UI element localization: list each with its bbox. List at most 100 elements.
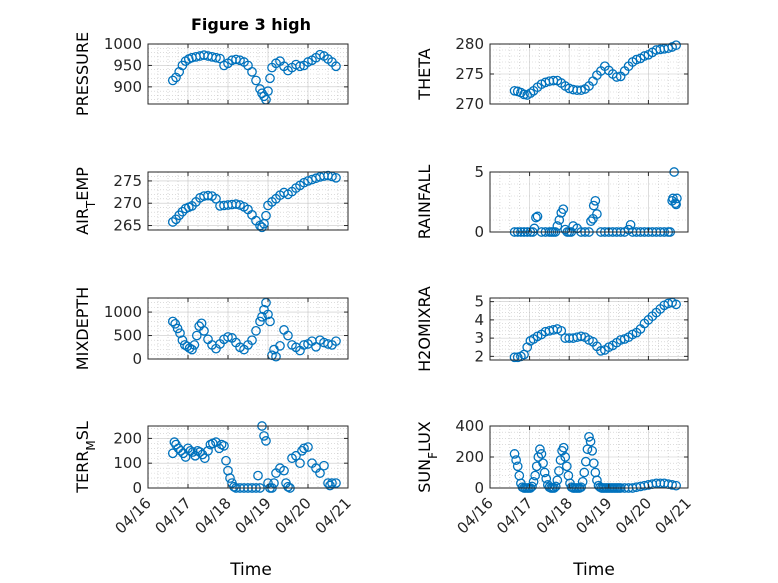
data-point <box>187 344 197 355</box>
data-point <box>588 458 599 469</box>
axes-box <box>147 425 349 489</box>
y-tick-label: 280 <box>455 35 484 53</box>
data-point <box>203 445 213 456</box>
data-point <box>512 461 523 472</box>
data-point <box>668 193 678 204</box>
data-point <box>588 200 599 211</box>
data-point <box>257 311 267 322</box>
data-point <box>587 445 598 456</box>
data-series <box>167 421 341 493</box>
axes-box <box>489 297 689 361</box>
data-point <box>253 470 263 481</box>
data-point <box>251 75 261 86</box>
y-tick-label: 0 <box>132 479 142 497</box>
y-tick-label: 275 <box>113 172 142 190</box>
data-point <box>261 436 271 446</box>
data-point <box>536 449 547 459</box>
data-point <box>173 443 184 454</box>
data-point <box>331 478 341 488</box>
data-point <box>283 330 293 341</box>
data-point <box>560 452 571 462</box>
y-tick-label: 1000 <box>104 35 142 53</box>
axes-box <box>147 171 349 231</box>
data-point <box>535 444 545 455</box>
data-series <box>167 297 341 362</box>
y-tick-label: 4 <box>474 311 484 329</box>
y-tick-label: 265 <box>113 217 142 235</box>
data-point <box>303 442 313 452</box>
y-axis-label: PRESSURE <box>73 32 92 116</box>
y-tick-label: 100 <box>113 454 142 472</box>
data-point <box>538 458 548 469</box>
data-point <box>527 481 537 492</box>
data-point <box>179 340 190 350</box>
data-point <box>331 61 341 72</box>
data-point <box>525 88 536 99</box>
data-point <box>576 482 586 493</box>
data-point <box>170 318 181 329</box>
y-tick-label: 275 <box>455 65 484 83</box>
data-point <box>667 480 678 490</box>
subplot-middle-upper-right: 0 5 RAINFALL <box>415 163 689 241</box>
data-point <box>221 455 231 466</box>
data-point <box>554 466 564 476</box>
data-point <box>639 51 650 61</box>
data-point <box>182 341 193 352</box>
data-point <box>167 75 178 86</box>
y-tick-label: 200 <box>113 429 142 447</box>
data-point <box>561 461 572 472</box>
data-point <box>211 193 221 204</box>
data-point <box>592 209 602 219</box>
data-point <box>586 216 596 227</box>
data-point <box>531 212 541 223</box>
y-axis-label: THETA <box>415 48 434 100</box>
subplot-middle-upper-left: 265 270 275 AIRTEMP <box>73 167 349 235</box>
data-point <box>180 452 191 462</box>
data-point <box>579 467 590 478</box>
y-axis-label: TERRMSL <box>73 421 98 494</box>
data-point <box>177 206 188 217</box>
data-point <box>177 335 188 346</box>
y-tick-label: 500 <box>113 327 142 345</box>
y-tick-label: 5 <box>474 293 484 311</box>
data-series <box>509 297 681 363</box>
y-tick-label: 200 <box>455 448 484 466</box>
data-point <box>550 481 561 492</box>
data-point <box>299 443 309 454</box>
data-point <box>671 199 681 210</box>
data-point <box>511 455 521 465</box>
data-point <box>555 455 566 465</box>
data-point <box>172 323 183 334</box>
subplot-top-right: 270 275 280 THETA <box>415 35 689 113</box>
data-point <box>554 215 565 225</box>
data-point <box>315 468 325 478</box>
data-point <box>577 476 588 487</box>
data-point <box>171 72 181 83</box>
data-point <box>331 336 341 347</box>
data-point <box>672 193 682 204</box>
data-point <box>299 340 309 350</box>
data-point <box>631 54 642 65</box>
data-point <box>263 86 273 96</box>
data-point <box>509 352 520 363</box>
data-point <box>611 72 622 82</box>
data-point <box>247 67 257 77</box>
data-point <box>584 431 594 442</box>
data-point <box>225 473 235 483</box>
y-tick-label: 270 <box>113 194 142 212</box>
data-point <box>269 478 279 488</box>
data-point <box>251 325 261 336</box>
data-point <box>247 335 257 346</box>
data-point <box>541 473 552 484</box>
y-axis-label: SUNFLUX <box>415 421 440 493</box>
data-point <box>315 49 325 60</box>
axes-box <box>147 43 349 105</box>
y-tick-label: 270 <box>455 95 484 113</box>
data-series <box>509 40 681 100</box>
data-point <box>261 210 271 221</box>
data-point <box>552 221 563 231</box>
x-axis-label-right: Time <box>572 560 615 580</box>
x-axis-label-left: Time <box>229 560 272 580</box>
y-axis-label: H2OMIXRA <box>415 286 434 372</box>
data-point <box>552 475 563 486</box>
